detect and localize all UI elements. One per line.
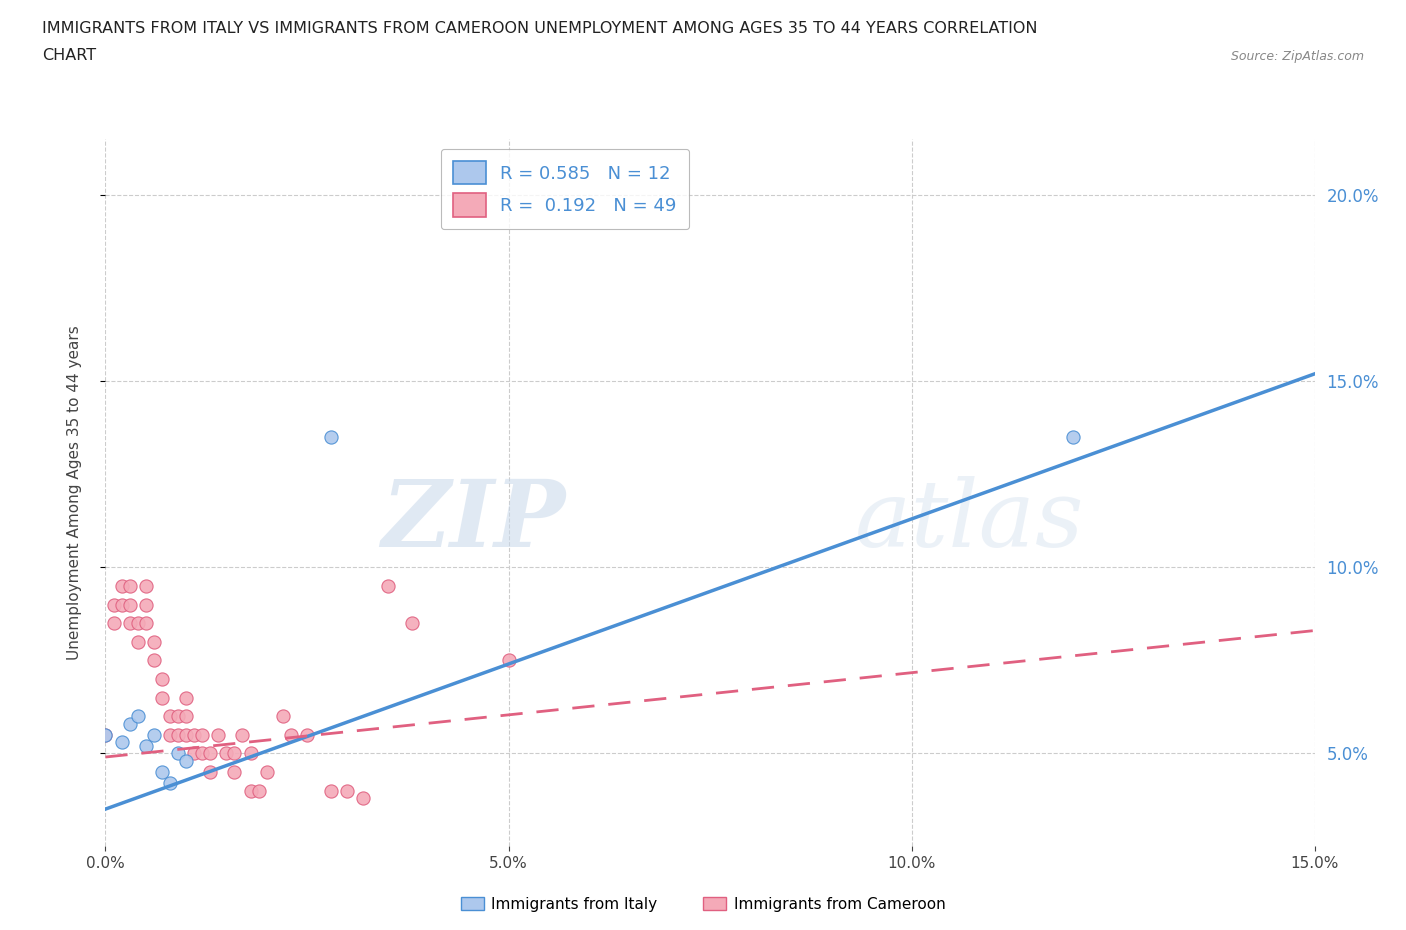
Point — [142, 727, 165, 742]
Text: IMMIGRANTS FROM ITALY VS IMMIGRANTS FROM CAMEROON UNEMPLOYMENT AMONG AGES 35 TO : IMMIGRANTS FROM ITALY VS IMMIGRANTS FROM… — [42, 20, 1038, 35]
Point — [200, 764, 222, 779]
Point — [135, 578, 157, 593]
Point — [247, 783, 270, 798]
Point — [231, 727, 253, 742]
Point — [336, 783, 359, 798]
Point — [94, 727, 117, 742]
Point — [174, 727, 197, 742]
Point — [118, 716, 141, 731]
Point — [135, 738, 157, 753]
Point — [110, 578, 132, 593]
Point — [150, 690, 173, 705]
Point — [215, 746, 238, 761]
Point — [174, 753, 197, 768]
Point — [135, 597, 157, 612]
Point — [280, 727, 302, 742]
Point — [150, 671, 173, 686]
Y-axis label: Unemployment Among Ages 35 to 44 years: Unemployment Among Ages 35 to 44 years — [67, 326, 82, 660]
Text: atlas: atlas — [855, 476, 1084, 566]
Point — [191, 746, 214, 761]
Point — [159, 776, 181, 790]
Point — [498, 653, 520, 668]
Point — [118, 578, 141, 593]
Point — [127, 616, 149, 631]
Point — [142, 653, 165, 668]
Point — [224, 746, 246, 761]
Point — [167, 727, 190, 742]
Point — [103, 597, 125, 612]
Point — [94, 727, 117, 742]
Text: CHART: CHART — [42, 48, 96, 63]
Legend: Immigrants from Italy, Immigrants from Cameroon: Immigrants from Italy, Immigrants from C… — [454, 890, 952, 918]
Point — [321, 430, 343, 445]
Point — [118, 616, 141, 631]
Point — [174, 690, 197, 705]
Point — [1062, 430, 1084, 445]
Point — [352, 790, 374, 805]
Point — [127, 634, 149, 649]
Point — [183, 727, 205, 742]
Point — [239, 783, 262, 798]
Point — [295, 727, 318, 742]
Point — [321, 783, 343, 798]
Point — [103, 616, 125, 631]
Point — [191, 727, 214, 742]
Point — [118, 597, 141, 612]
Point — [142, 634, 165, 649]
Point — [239, 746, 262, 761]
Text: Source: ZipAtlas.com: Source: ZipAtlas.com — [1230, 50, 1364, 63]
Point — [135, 616, 157, 631]
Point — [200, 746, 222, 761]
Point — [271, 709, 294, 724]
Point — [150, 764, 173, 779]
Point — [183, 746, 205, 761]
Point — [1062, 857, 1084, 872]
Point — [167, 709, 190, 724]
Point — [167, 746, 190, 761]
Point — [159, 727, 181, 742]
Text: ZIP: ZIP — [381, 476, 565, 566]
Point — [377, 578, 399, 593]
Point — [110, 735, 132, 750]
Point — [174, 709, 197, 724]
Point — [256, 764, 278, 779]
Point — [127, 709, 149, 724]
Point — [159, 709, 181, 724]
Point — [401, 616, 423, 631]
Point — [110, 597, 132, 612]
Point — [207, 727, 229, 742]
Legend: R = 0.585   N = 12, R =  0.192   N = 49: R = 0.585 N = 12, R = 0.192 N = 49 — [440, 149, 689, 229]
Point — [224, 764, 246, 779]
